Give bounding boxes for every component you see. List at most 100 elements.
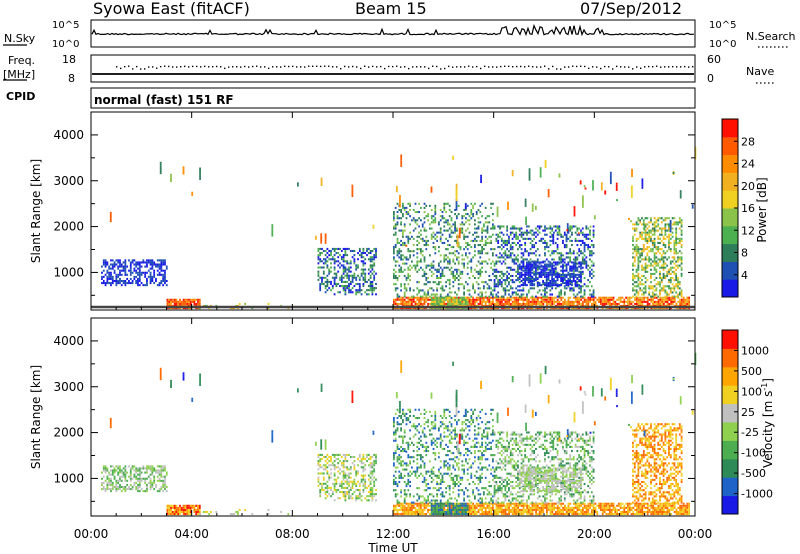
power-cell <box>436 298 438 301</box>
power-cell <box>457 300 460 303</box>
power-cell <box>445 254 447 257</box>
velocity-cell <box>111 473 114 476</box>
power-cell <box>546 298 548 301</box>
power-cell <box>396 250 399 253</box>
power-cell <box>434 204 437 207</box>
power-cell <box>582 296 584 299</box>
power-cell <box>430 227 433 230</box>
power-cell <box>671 235 674 238</box>
power-cell <box>639 248 642 251</box>
power-cell <box>448 233 451 236</box>
power-cell <box>580 287 582 290</box>
velocity-cell <box>321 486 323 489</box>
power-cell <box>584 187 587 190</box>
power-cell <box>400 250 402 253</box>
power-cell <box>549 279 552 283</box>
power-cell <box>592 235 595 238</box>
power-cell <box>554 270 557 273</box>
power-cell <box>461 215 464 218</box>
nave-point <box>428 67 430 70</box>
power-cell <box>549 239 552 242</box>
power-cell <box>678 258 681 261</box>
power-cell <box>452 300 455 303</box>
power-cell <box>324 241 327 244</box>
power-cell <box>616 302 618 305</box>
power-cell <box>506 277 509 280</box>
power-cell <box>101 271 103 274</box>
power-cell <box>351 291 354 294</box>
power-cell <box>569 275 572 278</box>
nave-point <box>336 66 338 68</box>
power-cell <box>650 287 652 290</box>
power-cell <box>486 225 489 228</box>
power-cell <box>468 293 471 296</box>
power-cell <box>669 233 672 236</box>
power-cell <box>633 248 636 251</box>
power-cell <box>529 269 532 272</box>
power-cell <box>113 269 116 272</box>
power-cell <box>508 241 510 244</box>
power-cell <box>400 289 402 292</box>
velocity-cell <box>195 513 198 516</box>
power-cell <box>324 258 327 261</box>
power-cell <box>102 269 105 272</box>
power-cell <box>461 229 464 232</box>
power-cell <box>508 237 510 240</box>
power-cell <box>339 291 341 294</box>
power-cell <box>340 264 343 267</box>
power-cell <box>430 300 433 303</box>
power-cell <box>565 282 568 285</box>
power-cell <box>497 295 500 298</box>
power-cell <box>488 279 491 282</box>
power-cell <box>416 219 419 222</box>
velocity-cell <box>129 471 132 474</box>
power-cell <box>556 248 559 251</box>
power-cell <box>447 293 449 296</box>
power-cell <box>651 260 654 263</box>
power-cell <box>400 154 403 157</box>
power-cell <box>576 296 579 299</box>
power-cell <box>662 266 665 269</box>
power-cell <box>562 302 564 305</box>
power-cell <box>486 221 489 224</box>
velocity-cell <box>340 486 343 489</box>
power-cell <box>423 239 426 242</box>
velocity-cell <box>110 479 112 482</box>
velocity-cell <box>137 485 139 489</box>
velocity-cell <box>102 481 105 484</box>
power-cell <box>555 296 557 299</box>
power-cell <box>400 239 402 242</box>
velocity-cell <box>146 485 148 489</box>
power-cell <box>479 274 482 277</box>
velocity-cell <box>158 473 161 476</box>
power-cell <box>627 296 629 299</box>
power-cell <box>106 282 109 285</box>
power-cell <box>540 265 543 268</box>
power-cell <box>540 239 543 242</box>
power-cell <box>547 227 550 230</box>
velocity-cell <box>335 491 338 494</box>
power-cell <box>439 219 442 222</box>
power-cell <box>553 284 555 287</box>
velocity-cell <box>188 510 190 514</box>
power-cell <box>571 289 573 292</box>
power-cell <box>430 188 433 191</box>
power-cell <box>664 262 667 265</box>
power-cell <box>569 252 572 255</box>
power-cell <box>639 300 642 303</box>
power-cell <box>137 273 139 276</box>
power-cell <box>470 298 473 301</box>
power-cell <box>502 279 505 282</box>
power-cell <box>544 246 546 249</box>
power-cell <box>483 229 485 232</box>
velocity-cell <box>344 493 347 496</box>
power-cell <box>603 298 606 301</box>
power-cell <box>583 185 586 188</box>
power-cell <box>488 241 491 244</box>
nave-tick-bottom: 0 <box>707 72 714 85</box>
power-cell <box>653 233 656 236</box>
power-cell <box>493 289 496 292</box>
power-cell <box>436 235 438 238</box>
power-cell <box>371 282 374 286</box>
power-cell <box>651 287 654 290</box>
